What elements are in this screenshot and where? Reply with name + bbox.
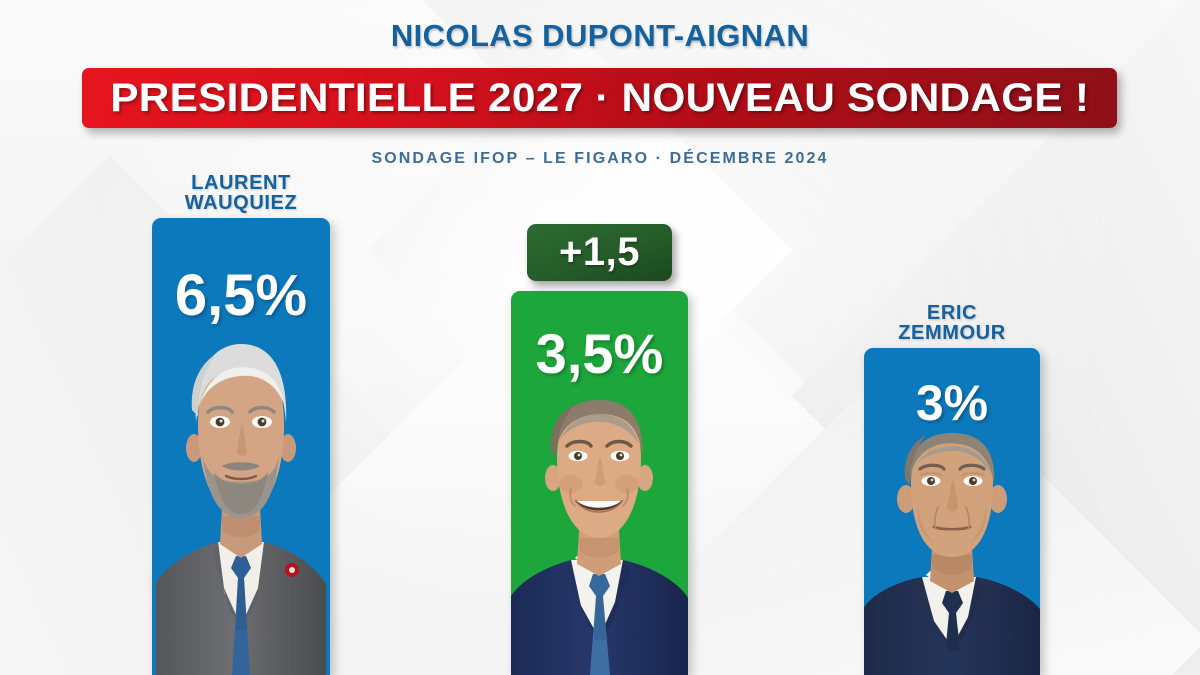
delta-badge-dupont: +1,5 [527,224,672,281]
bar-value-zemmour: 3% [915,375,989,431]
portrait-zemmour [864,431,1040,675]
bar-wauquiez: 6,5% [152,218,330,675]
bar-dupont-aignan: 3,5% [511,291,688,675]
bar-label-line1: LAURENT [191,172,291,194]
bar-value-wauquiez: 6,5% [174,263,308,328]
bar-label-line2: ZEMMOUR [898,322,1006,345]
bar-label-line1: ERIC [926,302,978,324]
portrait-dupont-aignan [511,400,688,675]
bar-label-line2: WAUQUIEZ [184,192,298,215]
page-title: PRESIDENTIELLE 2027 · NOUVEAU SONDAGE ! [110,75,1089,120]
kicker-candidate-name: NICOLAS DUPONT-AIGNAN [390,18,810,53]
bar-label-zemmour: ERIC ZEMMOUR [842,303,1062,344]
bar-zemmour: 3% [864,348,1040,675]
bar-value-dupont-aignan: 3,5% [535,322,664,385]
poll-source-line: SONDAGE IFOP – LE FIGARO · DÉCEMBRE 2024 [371,150,829,167]
delta-badge-value: +1,5 [559,230,640,274]
title-banner: PRESIDENTIELLE 2027 · NOUVEAU SONDAGE ! [82,68,1117,128]
bar-label-wauquiez: LAURENT WAUQUIEZ [132,173,350,214]
portrait-wauquiez [152,330,330,675]
